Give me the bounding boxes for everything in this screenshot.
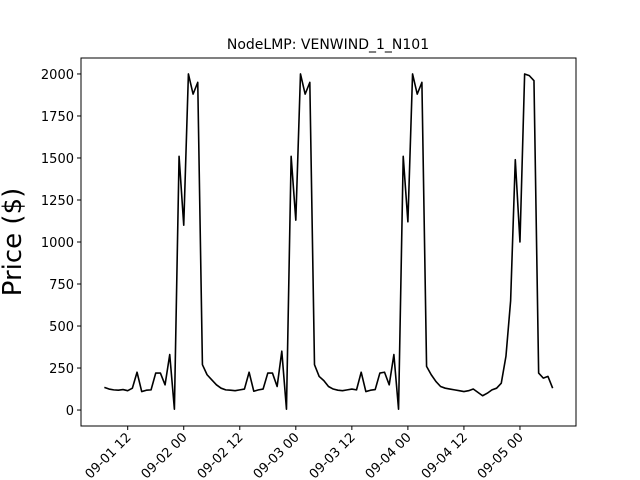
y-tick-label: 0: [66, 404, 74, 419]
y-axis-label: Price ($): [0, 188, 28, 297]
y-tick-label: 1750: [41, 110, 74, 125]
chart-title: NodeLMP: VENWIND_1_N101: [227, 37, 429, 53]
price-line: [104, 73, 554, 410]
y-tick-label: 500: [49, 320, 74, 335]
y-tick-label: 1250: [41, 194, 74, 209]
y-tick-label: 1000: [41, 236, 74, 251]
plot-frame: [80, 57, 577, 427]
y-tick-label: 250: [49, 362, 74, 377]
y-tick-label: 2000: [41, 68, 74, 83]
y-tick-label: 1500: [41, 152, 74, 167]
y-tick-label: 750: [49, 278, 74, 293]
